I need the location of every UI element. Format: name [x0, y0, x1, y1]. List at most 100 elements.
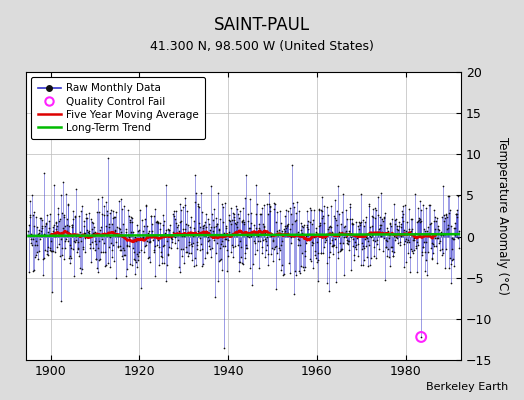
Point	[362, 243, 370, 249]
Point	[351, 238, 359, 245]
Point	[325, 223, 334, 229]
Point	[135, 235, 144, 241]
Point	[45, 225, 53, 232]
Point	[77, 270, 85, 277]
Point	[395, 218, 403, 225]
Point	[428, 240, 436, 247]
Point	[85, 228, 93, 234]
Point	[353, 241, 362, 248]
Point	[332, 279, 340, 285]
Point	[137, 236, 146, 242]
Point	[168, 232, 176, 239]
Point	[138, 234, 146, 241]
Point	[336, 248, 344, 254]
Point	[322, 260, 331, 266]
Point	[156, 220, 164, 226]
Point	[421, 267, 429, 274]
Point	[39, 255, 47, 262]
Point	[222, 223, 230, 229]
Point	[315, 222, 323, 229]
Point	[63, 222, 71, 228]
Point	[210, 236, 219, 243]
Point	[414, 218, 422, 224]
Point	[177, 246, 185, 252]
Point	[296, 242, 304, 248]
Point	[442, 212, 450, 218]
Point	[91, 229, 99, 235]
Point	[317, 207, 325, 213]
Point	[226, 221, 235, 228]
Point	[255, 265, 264, 271]
Point	[287, 234, 296, 241]
Point	[185, 242, 193, 248]
Point	[372, 255, 380, 261]
Point	[144, 255, 152, 261]
Point	[401, 238, 409, 245]
Point	[117, 247, 125, 254]
Point	[112, 239, 121, 246]
Point	[182, 249, 191, 256]
Point	[116, 226, 124, 232]
Point	[284, 230, 292, 236]
Point	[145, 228, 154, 234]
Point	[130, 256, 138, 263]
Point	[294, 236, 302, 242]
Point	[280, 271, 288, 278]
Point	[89, 220, 97, 226]
Point	[377, 190, 385, 196]
Point	[334, 211, 343, 217]
Point	[67, 245, 75, 251]
Point	[90, 224, 99, 230]
Point	[423, 224, 432, 231]
Point	[411, 233, 419, 239]
Point	[413, 242, 422, 248]
Point	[417, 207, 425, 214]
Point	[110, 214, 118, 220]
Point	[224, 237, 233, 243]
Point	[385, 231, 393, 238]
Point	[145, 254, 153, 260]
Point	[150, 212, 158, 219]
Point	[91, 237, 100, 244]
Point	[96, 256, 104, 263]
Point	[60, 214, 68, 220]
Point	[72, 236, 81, 243]
Point	[295, 268, 303, 274]
Point	[78, 266, 86, 272]
Point	[163, 238, 171, 244]
Point	[168, 239, 177, 245]
Point	[194, 201, 202, 207]
Point	[445, 255, 454, 261]
Point	[242, 172, 250, 178]
Point	[321, 234, 329, 241]
Point	[254, 238, 262, 244]
Point	[246, 265, 255, 272]
Point	[291, 218, 299, 225]
Point	[450, 236, 458, 243]
Point	[318, 194, 326, 200]
Point	[420, 239, 428, 245]
Point	[161, 232, 169, 238]
Point	[274, 230, 282, 236]
Point	[323, 212, 332, 218]
Point	[300, 234, 308, 240]
Point	[116, 196, 125, 202]
Point	[425, 230, 434, 237]
Point	[48, 248, 56, 254]
Point	[334, 182, 342, 189]
Point	[272, 250, 281, 256]
Point	[443, 193, 452, 199]
Point	[440, 212, 448, 218]
Point	[314, 250, 322, 256]
Point	[128, 219, 136, 225]
Point	[208, 244, 216, 251]
Point	[412, 243, 420, 249]
Point	[331, 215, 339, 221]
Point	[155, 244, 163, 250]
Point	[94, 269, 103, 275]
Point	[286, 226, 294, 232]
Point	[279, 226, 288, 232]
Point	[318, 208, 326, 214]
Point	[136, 207, 144, 214]
Point	[254, 224, 263, 231]
